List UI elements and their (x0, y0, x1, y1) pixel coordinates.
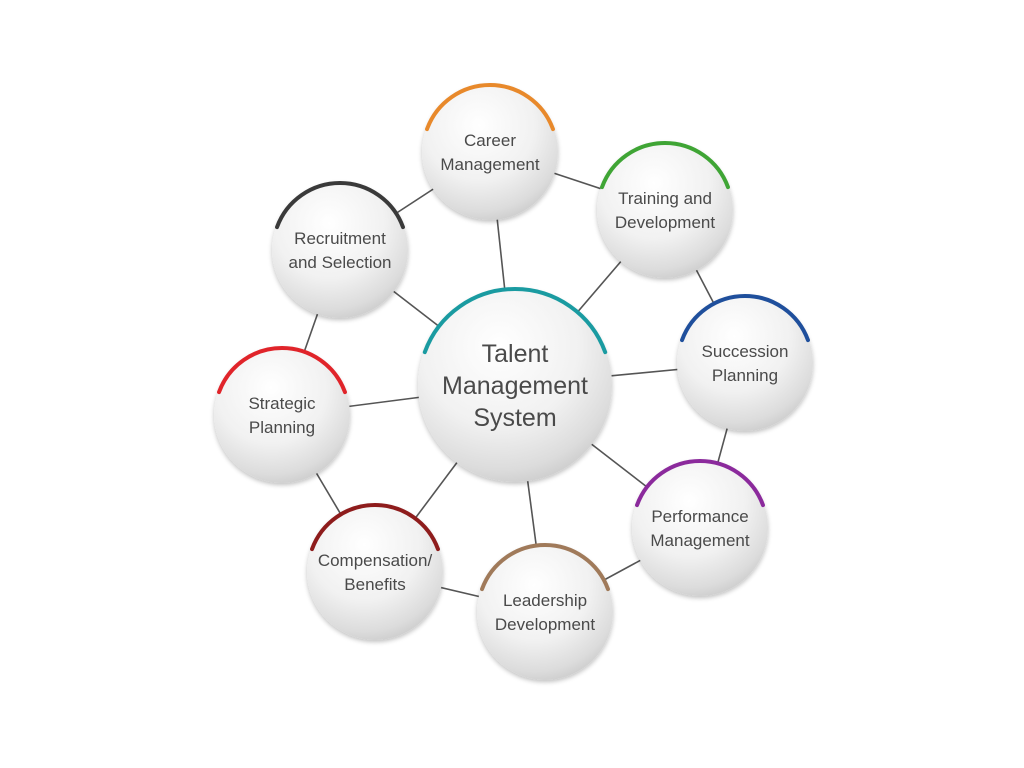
node-training-development-label-line: Development (615, 213, 715, 232)
node-career-management: Career Management (422, 83, 558, 220)
node-performance-management-accent-arc (635, 459, 765, 508)
node-strategic-planning-label-line: Strategic (248, 394, 316, 413)
node-training-development-sphere (597, 142, 733, 278)
center-node: Talent Management System (418, 287, 612, 482)
node-career-management-accent-arc (425, 83, 555, 132)
node-performance-management-label-line: Performance (651, 507, 748, 526)
node-strategic-planning-sphere (214, 347, 350, 483)
node-recruitment-selection-label-line: and Selection (288, 253, 391, 272)
center-talent-management-system-label-line: Management (442, 372, 588, 400)
node-succession-planning-accent-arc (680, 294, 810, 343)
node-recruitment-selection-accent-arc (275, 181, 405, 230)
node-career-management-sphere (422, 84, 558, 220)
node-succession-planning: Succession Planning (677, 294, 813, 431)
node-compensation-benefits-label-line: Compensation/ (318, 551, 433, 570)
node-leadership-development-label-line: Leadership (503, 591, 587, 610)
node-training-development: Training and Development (597, 141, 733, 278)
node-succession-planning-label-line: Succession (702, 342, 789, 361)
node-leadership-development: Leadership Development (477, 543, 613, 680)
nodes-layer: Career Management Training and Development S… (214, 83, 813, 680)
node-performance-management-sphere (632, 460, 768, 596)
node-recruitment-selection: Recruitment and Selection (272, 181, 408, 318)
node-compensation-benefits-accent-arc (310, 503, 440, 552)
node-performance-management-label-line: Management (650, 531, 750, 550)
center-talent-management-system: Talent Management System (418, 287, 612, 482)
node-training-development-accent-arc (600, 141, 730, 190)
node-training-development-label-line: Training and (618, 189, 712, 208)
node-leadership-development-sphere (477, 544, 613, 680)
node-strategic-planning-accent-arc (217, 346, 347, 395)
node-strategic-planning-label-line: Planning (249, 418, 315, 437)
center-talent-management-system-sphere (418, 288, 612, 482)
node-compensation-benefits-label-line: Benefits (344, 575, 405, 594)
node-strategic-planning: Strategic Planning (214, 346, 350, 483)
center-talent-management-system-label-line: Talent (482, 340, 549, 368)
node-leadership-development-accent-arc (480, 543, 610, 592)
center-talent-management-system-label-line: System (473, 404, 556, 432)
node-succession-planning-sphere (677, 295, 813, 431)
center-talent-management-system-accent-arc (422, 287, 608, 355)
node-performance-management: Performance Management (632, 459, 768, 596)
node-recruitment-selection-label-line: Recruitment (294, 229, 386, 248)
node-career-management-label-line: Management (440, 155, 540, 174)
node-career-management-label-line: Career (464, 131, 516, 150)
node-compensation-benefits: Compensation/Benefits (307, 503, 443, 640)
node-compensation-benefits-sphere (307, 504, 443, 640)
node-leadership-development-label-line: Development (495, 615, 595, 634)
node-succession-planning-label-line: Planning (712, 366, 778, 385)
node-recruitment-selection-sphere (272, 182, 408, 318)
